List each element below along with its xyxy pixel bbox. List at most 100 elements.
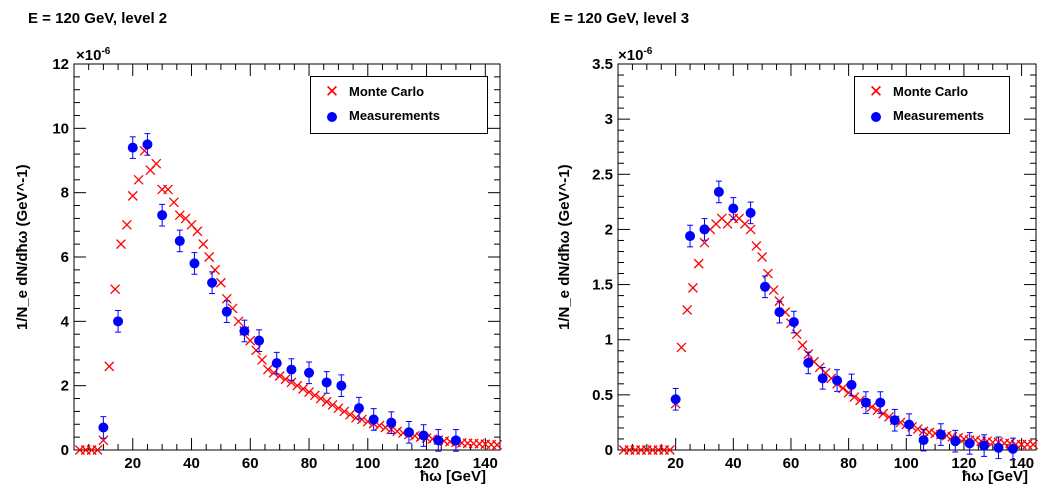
measurement-point — [386, 411, 397, 434]
mc-point — [292, 380, 303, 391]
mc-point — [309, 390, 320, 401]
measurement-point — [846, 373, 857, 397]
legend-label: Monte Carlo — [893, 84, 969, 99]
mc-point — [286, 377, 297, 388]
x-tick-label: 40 — [183, 455, 200, 472]
mc-point — [797, 340, 808, 351]
measurement-point — [875, 391, 886, 414]
circle-marker-icon — [867, 107, 885, 125]
mc-point — [1028, 439, 1039, 450]
measurement-point — [699, 218, 710, 241]
measurement-point — [774, 300, 785, 324]
x-tick-label: 40 — [725, 455, 742, 472]
plot-area: 20 40 60 80 100 120 140 0 2 4 6 8 10 12 — [52, 56, 503, 472]
measurement-point — [832, 369, 843, 392]
x-axis-label: ħω [GeV] — [962, 468, 1029, 485]
x-tick-label: 60 — [242, 455, 259, 472]
mc-point — [168, 197, 179, 208]
measurement-point — [336, 374, 347, 397]
mc-point — [757, 252, 768, 262]
mc-point — [315, 393, 326, 404]
y-tick-label: 2 — [605, 221, 613, 238]
measurement-point — [127, 136, 138, 159]
legend-label: Measurements — [349, 108, 441, 123]
y-tick-label: 2.5 — [592, 166, 613, 183]
mc-point — [192, 226, 203, 237]
measurement-point — [993, 436, 1004, 460]
mc-point — [104, 361, 115, 372]
measurement-point — [271, 351, 282, 375]
x-tick-label: 60 — [783, 455, 800, 472]
legend: ✕ Monte Carlo Measurements — [310, 76, 488, 134]
mc-point — [333, 403, 344, 414]
measurement-point — [1007, 437, 1018, 461]
y-tick-label: 3.5 — [592, 56, 613, 73]
x-tick-label: 20 — [667, 455, 684, 472]
measurement-point — [685, 224, 696, 248]
y-axis-label: 1/N_e dN/dħω (GeV^-1) — [14, 164, 31, 330]
mc-point — [198, 239, 209, 250]
measurement-point — [174, 229, 185, 253]
measurement-point — [889, 408, 900, 432]
y-tick-label: 1 — [605, 332, 613, 349]
legend-item-monte-carlo: ✕ Monte Carlo — [311, 81, 487, 105]
mc-point — [92, 445, 103, 455]
measurement-point — [745, 201, 756, 225]
measurement-point — [286, 358, 297, 381]
mc-point — [699, 237, 710, 248]
measurement-point — [860, 391, 871, 414]
y-tick-label: 8 — [61, 185, 69, 202]
y-scale-power: -6 — [643, 46, 653, 57]
x-tick-label: 120 — [951, 455, 976, 472]
mc-point — [110, 284, 121, 295]
x-tick-label: 120 — [414, 455, 439, 472]
y-tick-label: 0 — [61, 442, 69, 459]
measurement-point — [979, 434, 990, 457]
measurement-point — [403, 421, 414, 444]
mc-point — [174, 210, 185, 221]
chart-panel-level-3: E = 120 GeV, level 3 20 40 60 80 100 120 140 0 0… — [522, 0, 1044, 494]
x-axis-label: ħω [GeV] — [420, 468, 487, 485]
mc-point — [745, 224, 756, 235]
mc-point — [98, 435, 109, 446]
measurement-point — [304, 361, 315, 385]
mc-point — [687, 282, 698, 293]
measurement-point — [189, 252, 200, 275]
y-tick-label: 0.5 — [592, 387, 613, 404]
x-marker-icon: ✕ — [324, 82, 340, 101]
measurement-point — [728, 197, 739, 220]
mc-point — [215, 277, 226, 288]
measurement-point — [788, 310, 799, 334]
measurement-point — [239, 319, 250, 343]
y-scale-exponent: ×10-6 — [76, 46, 110, 64]
mc-point — [204, 252, 215, 262]
mc-point — [492, 439, 503, 450]
measurement-point — [918, 428, 929, 452]
measurement-point — [450, 429, 461, 452]
mc-point — [116, 239, 126, 250]
mc-point — [327, 400, 338, 410]
measurement-point — [207, 271, 218, 295]
measurement-point — [904, 413, 915, 436]
circle-marker-icon — [323, 107, 341, 125]
x-tick-label: 80 — [301, 455, 318, 472]
measurement-point — [964, 432, 975, 455]
y-tick-label: 6 — [61, 249, 69, 266]
y-tick-label: 3 — [605, 111, 613, 128]
measurement-point — [254, 329, 265, 352]
mc-point — [768, 285, 779, 296]
measurement-point — [433, 429, 444, 452]
measurement-point — [803, 351, 814, 375]
mc-point — [345, 409, 356, 420]
plot-frame — [617, 63, 1037, 451]
legend-label: Measurements — [893, 108, 985, 123]
y-scale-exponent: ×10-6 — [618, 46, 652, 64]
measurement-point — [353, 396, 364, 420]
mc-point — [221, 293, 232, 304]
mc-point — [163, 184, 173, 195]
y-tick-label: 12 — [52, 56, 69, 73]
measurement-point — [221, 300, 232, 323]
measurement-point — [418, 424, 429, 447]
x-tick-label: 80 — [840, 455, 857, 472]
y-scale-base: ×10 — [76, 47, 102, 64]
